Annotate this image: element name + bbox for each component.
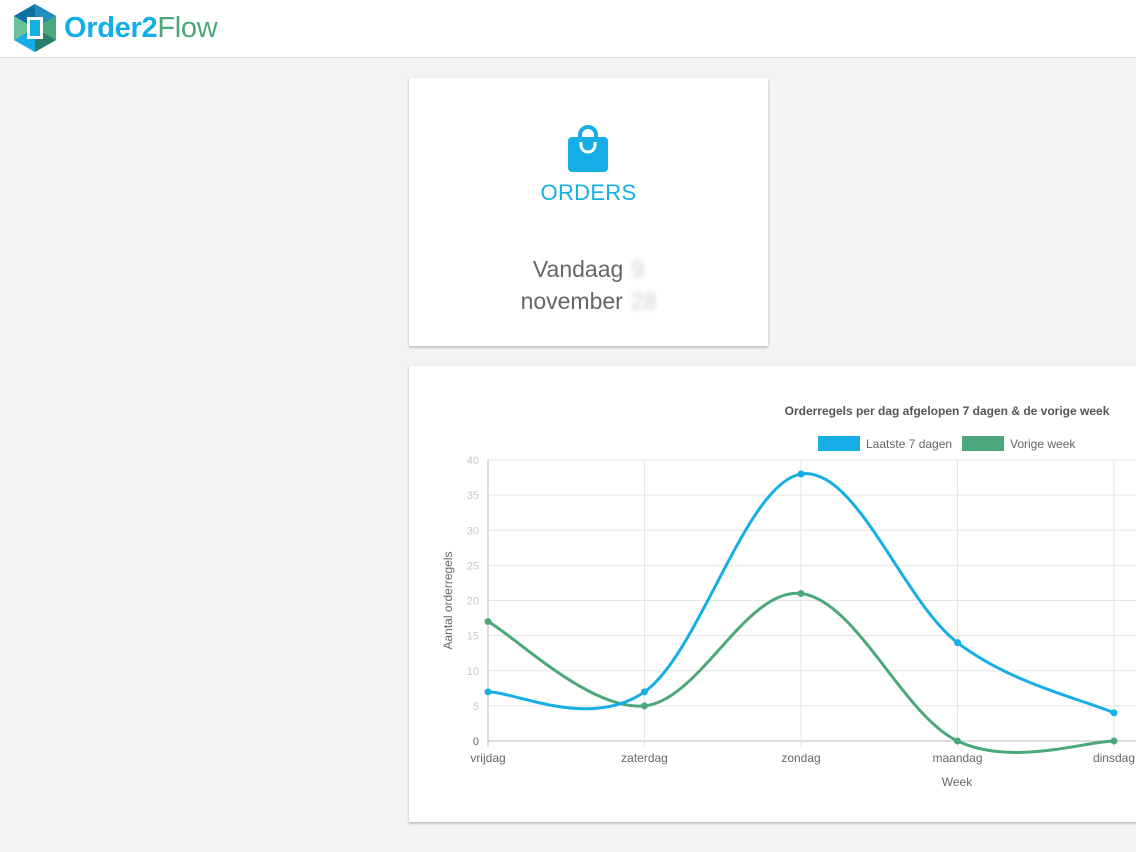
series-1-point-2 [797, 589, 805, 597]
orders-month-stat: november 28 [409, 288, 768, 315]
orders-today-value: 9 [631, 256, 645, 282]
logo-wordmark: Order2Flow [64, 11, 218, 45]
shopping-bag-icon [568, 125, 608, 172]
x-tick-label-dinsdag: dinsdag [1093, 751, 1135, 765]
x-tick-label-vrijdag: vrijdag [470, 751, 505, 765]
series-1-point-4 [1110, 737, 1118, 745]
y-tick-label-10: 10 [467, 666, 479, 678]
orders-month-label: november [520, 288, 623, 314]
y-tick-label-20: 20 [467, 596, 479, 608]
y-tick-label-40: 40 [467, 455, 479, 467]
y-tick-label-5: 5 [473, 701, 479, 713]
y-axis-title: Aantal orderregels [441, 551, 455, 649]
x-tick-label-zaterdag: zaterdag [621, 751, 668, 765]
orders-today-stat: Vandaag 9 [409, 256, 768, 283]
series-0-point-4 [1110, 709, 1118, 717]
series-1-point-3 [954, 737, 961, 745]
orderlines-chart-card [409, 366, 1136, 822]
series-0-point-0 [484, 688, 492, 696]
orders-summary-card[interactable] [409, 78, 768, 346]
legend-label-0: Laatste 7 dagen [866, 437, 952, 451]
app-logo[interactable]: Order2Flow [10, 3, 218, 53]
legend-label-1: Vorige week [1010, 437, 1076, 451]
series-1-point-1 [641, 702, 648, 710]
chart-title: Orderregels per dag afgelopen 7 dagen & … [785, 404, 1110, 418]
orderlines-line-chart: Orderregels per dag afgelopen 7 dagen & … [441, 404, 1136, 789]
x-tick-label-zondag: zondag [781, 751, 820, 765]
y-tick-label-35: 35 [467, 490, 479, 502]
series-0-point-3 [954, 639, 961, 647]
top-navigation-bar: Order2Flow [0, 0, 1136, 58]
series-0-point-2 [797, 470, 805, 478]
orders-today-label: Vandaag [532, 256, 624, 282]
series-1-point-0 [484, 618, 492, 626]
orders-title: ORDERS [540, 180, 637, 205]
y-tick-label-15: 15 [467, 631, 479, 643]
orders-month-value: 28 [630, 288, 657, 314]
y-tick-label-0: 0 [473, 736, 479, 748]
series-0-point-1 [641, 688, 648, 696]
y-tick-label-30: 30 [467, 525, 479, 537]
logo-text-primary: Order2 [64, 11, 158, 44]
logo-text-secondary: Flow [157, 11, 218, 44]
order2flow-logo-icon [14, 4, 56, 52]
legend-swatch-1 [962, 436, 1004, 451]
x-axis-title: Week [942, 775, 973, 789]
x-tick-label-maandag: maandag [932, 751, 982, 765]
legend-swatch-0 [818, 436, 860, 451]
y-tick-label-25: 25 [467, 560, 479, 572]
